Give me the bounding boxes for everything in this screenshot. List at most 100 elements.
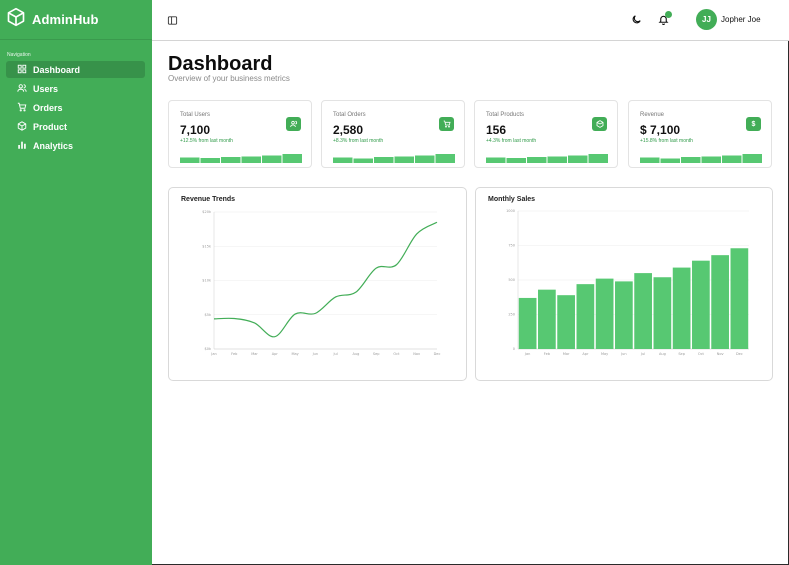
main-content: Dashboard Overview of your business metr… xyxy=(152,41,789,565)
nav-heading: Navigation xyxy=(7,52,31,58)
x-tick-label: Sep xyxy=(678,352,685,356)
sparkline xyxy=(640,154,762,163)
user-name[interactable]: Jopher Joe xyxy=(721,15,761,24)
revenue-trends-card: Revenue Trends $0k $5k $10k $15k $20k Jan Feb M… xyxy=(168,187,467,381)
notification-badge xyxy=(665,11,672,18)
page-title: Dashboard xyxy=(168,53,273,75)
y-tick-label: 750 xyxy=(508,244,515,248)
sales-bar xyxy=(634,273,652,349)
y-tick-label: 1000 xyxy=(506,209,515,213)
spark-bar xyxy=(333,157,353,163)
spark-bar xyxy=(200,158,220,163)
x-tick-label: Feb xyxy=(231,352,238,356)
sales-bar xyxy=(615,281,633,349)
dollar-icon: $ xyxy=(746,117,761,131)
sales-bar xyxy=(518,297,537,349)
sparkline xyxy=(180,154,302,163)
topbar: JJ Jopher Joe xyxy=(152,0,789,41)
spark-bar xyxy=(742,154,762,163)
sales-bar xyxy=(538,289,556,349)
spark-bar xyxy=(568,155,588,163)
x-tick-label: Dec xyxy=(736,352,743,356)
stat-change: +12.5% from last month xyxy=(180,138,233,144)
stat-value: $ 7,100 xyxy=(640,123,681,137)
y-tick-label: 250 xyxy=(508,313,515,317)
spark-bar xyxy=(527,157,547,163)
bell-icon[interactable] xyxy=(657,11,672,25)
sidebar-item-analytics[interactable]: Analytics xyxy=(6,137,145,154)
stat-change: +15.8% from last month xyxy=(640,138,693,144)
spark-bar xyxy=(681,157,701,163)
stat-value: 7,100 xyxy=(180,123,211,137)
sidebar-nav: Dashboard Users Orders Product Analytics xyxy=(0,61,152,154)
sales-bar-chart: 0 250 500 750 1000 Jan Feb Mar Apr May Jun Jul Aug Se… xyxy=(506,209,749,356)
sidebar-item-dashboard[interactable]: Dashboard xyxy=(6,61,145,78)
x-tick-label: Apr xyxy=(272,352,279,356)
sidebar-item-label: Dashboard xyxy=(33,64,81,75)
avatar[interactable]: JJ xyxy=(696,9,717,30)
stat-card-orders[interactable]: Total Orders 2,580 +8.3% from last month xyxy=(321,100,465,168)
x-tick-label: Jun xyxy=(620,352,626,356)
sidebar-item-label: Users xyxy=(33,83,59,94)
sales-bar xyxy=(595,278,614,349)
spark-bar xyxy=(180,157,200,163)
spark-bar xyxy=(262,155,282,163)
x-tick-label: May xyxy=(291,352,298,356)
spark-bar xyxy=(506,158,526,163)
stat-label: Total Products xyxy=(486,112,525,118)
box-icon xyxy=(6,7,26,32)
stat-card-users[interactable]: Total Users 7,100 +12.5% from last month xyxy=(168,100,312,168)
sales-bar xyxy=(672,267,691,349)
x-tick-label: May xyxy=(601,352,608,356)
sparkline xyxy=(486,154,608,163)
stat-card-revenue[interactable]: Revenue $ 7,100 +15.8% from last month $ xyxy=(628,100,772,168)
spark-bar xyxy=(394,156,414,163)
chart-title: Monthly Sales xyxy=(488,196,536,203)
sidebar-item-product[interactable]: Product xyxy=(6,118,145,135)
sidebar-item-label: Analytics xyxy=(33,140,74,151)
brand[interactable]: AdminHub xyxy=(0,0,152,40)
x-tick-label: Aug xyxy=(659,352,666,356)
y-tick-label: 0 xyxy=(513,347,515,351)
x-tick-label: Aug xyxy=(352,352,359,356)
revenue-series-line xyxy=(213,221,438,338)
spark-bar xyxy=(221,157,241,163)
y-tick-label: $10k xyxy=(202,279,212,283)
spark-bar xyxy=(415,155,435,163)
spark-bar xyxy=(640,157,660,163)
y-tick-label: $20k xyxy=(202,210,212,214)
revenue-line-chart: $0k $5k $10k $15k $20k Jan Feb Mar Apr May Jun Jul A… xyxy=(202,210,441,356)
spark-bar xyxy=(701,156,721,163)
x-tick-label: Mar xyxy=(251,352,258,356)
sidebar-item-label: Product xyxy=(33,121,68,132)
monthly-sales-card: Monthly Sales 0 250 500 750 1000 Jan Feb Mar Apr… xyxy=(475,187,773,381)
sidebar-item-orders[interactable]: Orders xyxy=(6,99,145,116)
sidebar-item-users[interactable]: Users xyxy=(6,80,145,97)
x-tick-label: Oct xyxy=(393,352,400,356)
sales-bar xyxy=(711,255,729,349)
spark-bar xyxy=(435,154,455,163)
sales-bar xyxy=(653,277,672,349)
x-tick-label: Oct xyxy=(698,352,705,356)
cart-icon xyxy=(17,102,33,114)
stat-label: Revenue xyxy=(640,112,665,118)
bar-chart-icon xyxy=(17,140,33,152)
box-icon xyxy=(17,120,33,133)
spark-bar xyxy=(282,154,302,163)
x-tick-label: Dec xyxy=(434,352,441,356)
spark-bar xyxy=(374,157,394,163)
spark-bar xyxy=(660,158,680,163)
sidebar-toggle-icon[interactable] xyxy=(166,14,178,26)
stat-card-products[interactable]: Total Products 156 +4.3% from last month xyxy=(474,100,618,168)
brand-name: AdminHub xyxy=(32,12,99,27)
spark-bar xyxy=(486,157,506,163)
x-tick-label: Apr xyxy=(582,352,589,356)
x-tick-label: Nov xyxy=(413,352,420,356)
moon-icon[interactable] xyxy=(630,13,642,25)
stat-value: 2,580 xyxy=(333,123,364,137)
x-tick-label: Jul xyxy=(640,352,645,356)
y-tick-label: $5k xyxy=(205,313,212,317)
x-tick-label: Jul xyxy=(333,352,338,356)
chart-title: Revenue Trends xyxy=(181,196,236,203)
stat-value: 156 xyxy=(486,123,507,137)
